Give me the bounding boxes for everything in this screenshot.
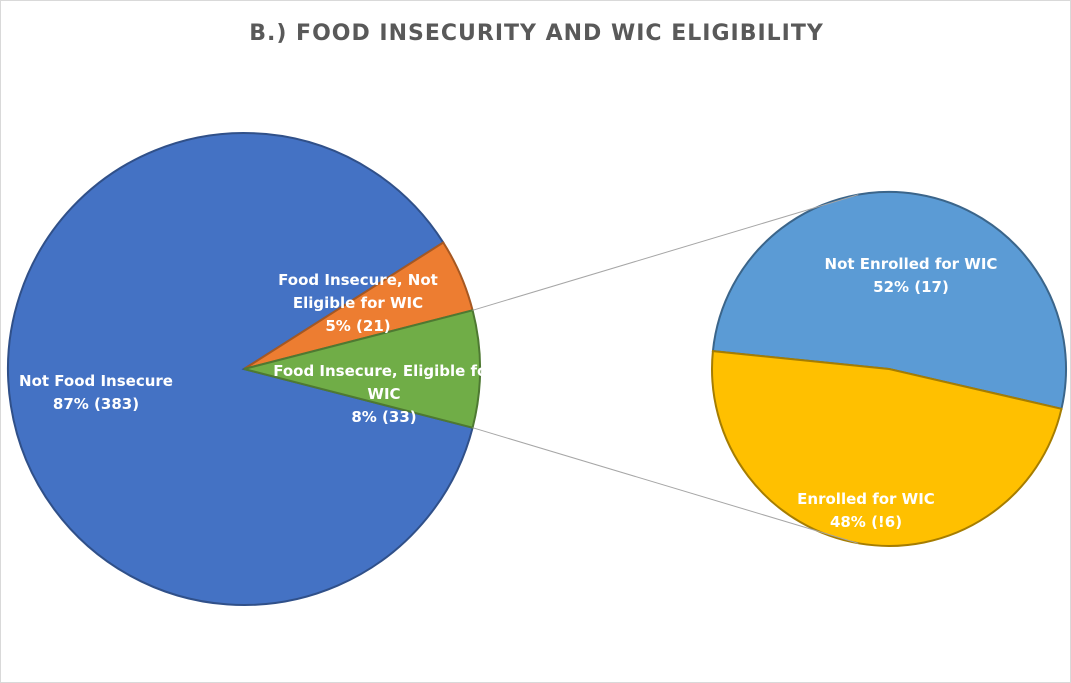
connector-line-top <box>472 194 859 311</box>
chart-title: B.) FOOD INSECURITY AND WIC ELIGIBILITY <box>249 21 824 46</box>
main-pie-label-food-insecure-eligible-for: Food Insecure, Eligible for WIC 8% (33) <box>273 362 495 426</box>
main-pie-slice-not-food-insecure <box>7 132 474 606</box>
secondary-pie-label-not-enrolled-for-wic: Not Enrolled for WIC 52% (17) <box>825 255 998 296</box>
main-pie-label-not-food-insecure: Not Food Insecure 87% (383) <box>19 372 173 413</box>
secondary-pie-slice-not-enrolled-for-wic <box>711 190 1067 411</box>
main-pie-slice-food-insecure-eligible-for <box>243 309 482 429</box>
secondary-pie-slice-enrolled-for-wic <box>711 350 1063 547</box>
secondary-pie-label-enrolled-for-wic: Enrolled for WIC 48% (!6) <box>797 490 935 531</box>
connector-line-bottom <box>472 427 859 544</box>
main-pie-label-food-insecure-not: Food Insecure, Not Eligible for WIC 5% (21… <box>278 271 438 335</box>
